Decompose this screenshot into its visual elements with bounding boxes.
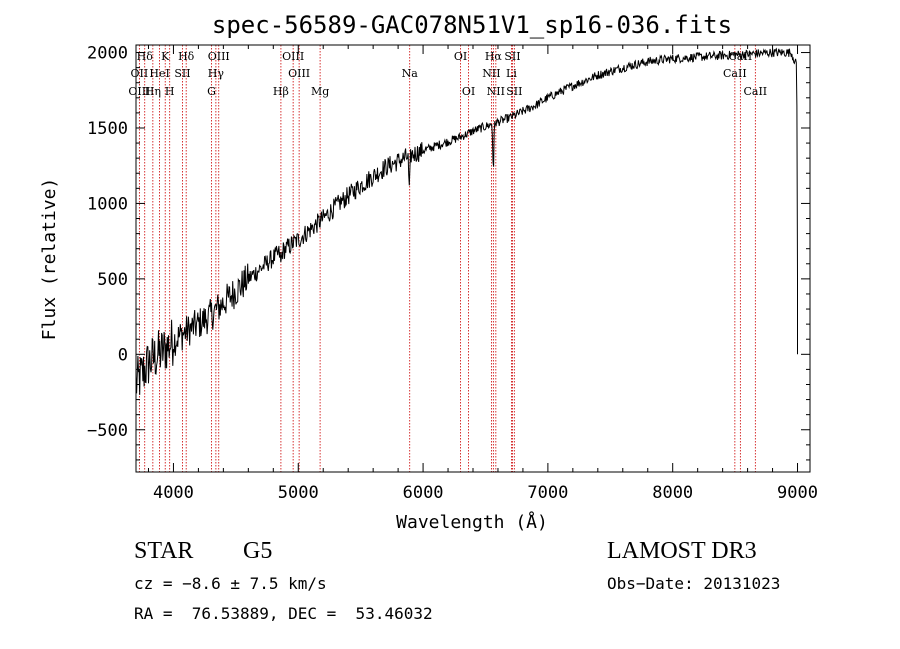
y-tick-label: 500	[97, 270, 128, 290]
spectral-line-label: OIII	[288, 67, 310, 80]
spectral-line-label: CaII	[723, 67, 747, 80]
x-tick-label: 5000	[278, 483, 319, 503]
chart-title: spec-56589-GAC078N51V1_sp16-036.fits	[212, 11, 732, 39]
spectral-line-label: H	[165, 85, 175, 98]
object-subclass: G5	[243, 538, 273, 564]
x-tick-label: 4000	[153, 483, 194, 503]
x-tick-label: 8000	[652, 483, 693, 503]
y-tick-label: 0	[118, 345, 128, 365]
spectral-line-label: OI	[462, 85, 475, 98]
plot-frame	[135, 44, 811, 473]
spectral-line-label: OIII	[282, 50, 304, 63]
spectral-line-label: Hδ	[178, 50, 195, 63]
spectral-line-label: Na	[402, 67, 419, 80]
spectral-line-label: Mg	[311, 85, 329, 98]
spectral-line-label: CaII	[743, 85, 767, 98]
x-tick-label: 7000	[527, 483, 568, 503]
y-tick-label: 1000	[87, 194, 128, 214]
y-tick-label: 2000	[87, 44, 128, 64]
redshift-velocity: cz = −8.6 ± 7.5 km/s	[134, 574, 327, 593]
spectral-line-label: HeI	[149, 67, 169, 80]
spectral-line-label: NII	[487, 85, 505, 98]
x-axis-ticks: 4000 5000 6000 7000 8000 9000	[147, 45, 818, 503]
y-tick-label: 1500	[87, 119, 128, 139]
spectral-line-label: Li	[506, 67, 517, 80]
x-axis-title: Wavelength (Å)	[396, 511, 548, 533]
line-markers	[138, 45, 756, 472]
spectral-line-label: G	[207, 85, 216, 98]
survey-name: LAMOST DR3	[607, 538, 757, 564]
spectral-line-label: Hα	[485, 50, 503, 63]
spectral-line-label: OIII	[208, 50, 230, 63]
spectral-line-label: Hβ	[273, 85, 289, 98]
spectral-line-label: SII	[174, 67, 190, 80]
coordinates: RA = 76.53889, DEC = 53.46032	[134, 604, 433, 623]
spectral-line-label: SII	[506, 85, 522, 98]
observation-date: Obs−Date: 20131023	[607, 574, 781, 593]
spectral-line-label: NII	[482, 67, 500, 80]
x-tick-label: 6000	[403, 483, 444, 503]
flux-series-line	[135, 47, 798, 395]
y-axis-ticks: −500 0 500 1000 1500 2000	[87, 44, 810, 461]
spectral-line-label: OII	[131, 67, 149, 80]
spectral-line-label: Hη	[145, 85, 161, 98]
spectral-line-label: Hγ	[208, 67, 225, 80]
spectral-line-label: OI	[454, 50, 467, 63]
y-tick-label: −500	[87, 421, 128, 441]
spectral-line-label: K	[161, 50, 170, 63]
spectral-line-label: OIII	[128, 85, 150, 98]
object-class: STAR	[134, 538, 194, 564]
x-tick-label: 9000	[777, 483, 818, 503]
spectral-line-label: Hδ	[137, 50, 154, 63]
spectral-line-label: SII	[504, 50, 520, 63]
y-axis-title: Flux (relative)	[39, 178, 60, 341]
